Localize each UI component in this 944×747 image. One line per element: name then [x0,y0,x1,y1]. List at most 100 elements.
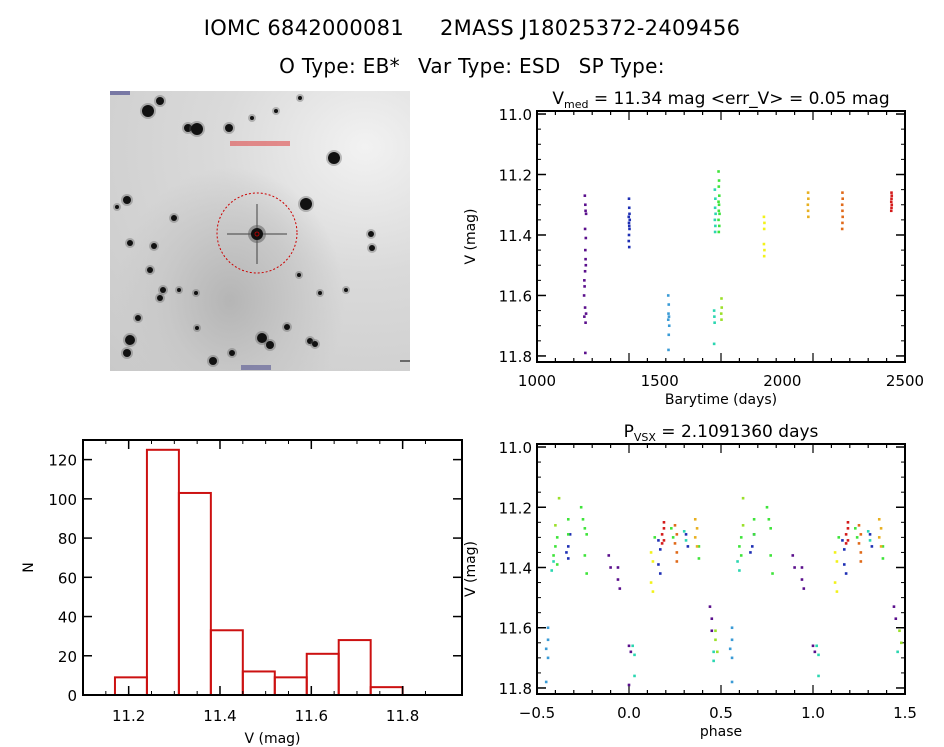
data-point-season-6 [693,518,697,521]
data-point-season-3 [667,312,670,315]
data-point-season-2 [627,197,631,200]
data-point-season-5 [762,254,766,258]
target-circle [216,192,298,274]
data-point-season-4b [752,533,756,536]
data-point-season-6 [807,197,810,200]
data-point-season-6 [879,527,883,530]
star [274,109,278,113]
data-point-season-2 [750,545,754,548]
data-point-season-3 [667,324,671,328]
data-point-season-4a [815,644,818,648]
y-tick-label: 11.6 [499,620,532,638]
y-tick-label: 120 [48,452,77,470]
sky-finder-image [110,91,410,371]
chart-light-curve: 11.0 11.2 11.4 11.6 11.8 1000 1500 2000 2500 Vmed… [463,89,924,408]
y-axis-label: V (mag) [463,208,479,264]
data-point-season-3 [730,656,734,660]
data-point-season-7 [675,533,679,536]
data-point-season-4a [713,315,716,318]
data-point-season-7 [840,227,844,231]
data-point-season-4b [767,518,771,521]
red-label [230,141,290,146]
data-point-season-7 [841,215,844,219]
data-point-season-1 [584,263,588,267]
data-point-season-4a [682,530,686,533]
star [156,97,164,105]
data-point-season-2 [844,572,848,575]
star [312,341,318,347]
data-point-season-2 [627,239,631,243]
data-point-season-1 [791,554,795,557]
data-point-season-4c [741,496,745,500]
data-point-season-7 [840,203,844,207]
histogram-bar [145,448,180,696]
data-point-season-2 [868,533,872,536]
star [142,105,154,117]
star [250,116,254,120]
data-point-season-1 [710,629,714,633]
sky-image-overlay [110,91,410,370]
data-point-season-1 [584,212,588,216]
data-point-season-4b [717,218,720,222]
data-point-season-4c [720,306,724,309]
data-point-season-1 [583,279,586,282]
data-point-season-1 [800,578,804,581]
data-point-season-4c [557,496,561,500]
star [368,231,374,237]
data-point-season-4b [718,212,721,216]
y-tick-label: 11.8 [499,680,532,698]
star [257,333,267,343]
data-point-season-2 [684,533,688,536]
data-point-season-1 [793,566,796,569]
chart-histogram: 0 20 40 60 80 100 120 11.2 11.4 11.6 11.8 V (mag) N [21,439,463,747]
x-tick-label: 11.8 [386,707,419,725]
star [177,288,181,292]
data-point-season-4b [881,557,885,560]
data-point-season-1 [584,203,587,207]
data-point-season-1 [894,617,898,620]
data-point-season-4b [837,536,841,539]
data-point-season-4b [552,554,555,557]
data-point-season-4a [631,644,634,648]
data-point-season-1 [583,269,587,273]
star [229,350,235,356]
data-point-season-4b [854,527,857,530]
x-tick-label: 1000 [518,372,556,390]
data-point-season-8 [660,542,664,545]
data-point-season-4b [653,536,657,539]
data-point-season-4b [671,536,675,539]
star [191,123,203,135]
x-axis-label: Barytime (days) [665,392,777,408]
data-point-season-5 [651,560,655,563]
data-point-season-2 [628,212,631,216]
y-tick-label: 11.0 [499,106,532,124]
x-tick-label: 2000 [763,372,801,390]
data-point-season-3 [666,318,670,321]
data-point-season-1 [627,683,631,687]
data-point-season-4b [717,200,720,204]
data-point-season-4a [633,674,636,678]
var-type: Var Type: ESD [417,54,561,78]
data-point-season-1 [583,227,587,231]
data-point-season-5 [833,551,837,554]
y-tick-label: 20 [58,648,77,666]
data-point-season-4c [714,629,717,633]
y-tick-label: 11.4 [499,559,532,577]
data-point-season-5 [763,248,766,252]
data-point-season-7 [859,551,863,554]
data-point-season-8 [846,521,850,524]
data-point-season-4a [714,212,717,216]
data-point-season-8 [890,197,893,200]
data-point-season-4b [739,554,743,557]
data-point-season-2 [566,545,570,548]
data-point-season-4a [817,674,820,678]
x-tick-label: 11.4 [203,707,236,725]
type-line: O Type: EB* Var Type: ESD SP Type: [0,54,944,78]
data-point-season-1 [802,587,806,590]
bottom-label [241,365,271,370]
data-point-season-1 [583,315,586,318]
data-point-season-4c [741,524,745,527]
data-point-season-8 [846,527,850,530]
data-point-season-2 [627,233,631,237]
histogram-bar [337,639,372,696]
